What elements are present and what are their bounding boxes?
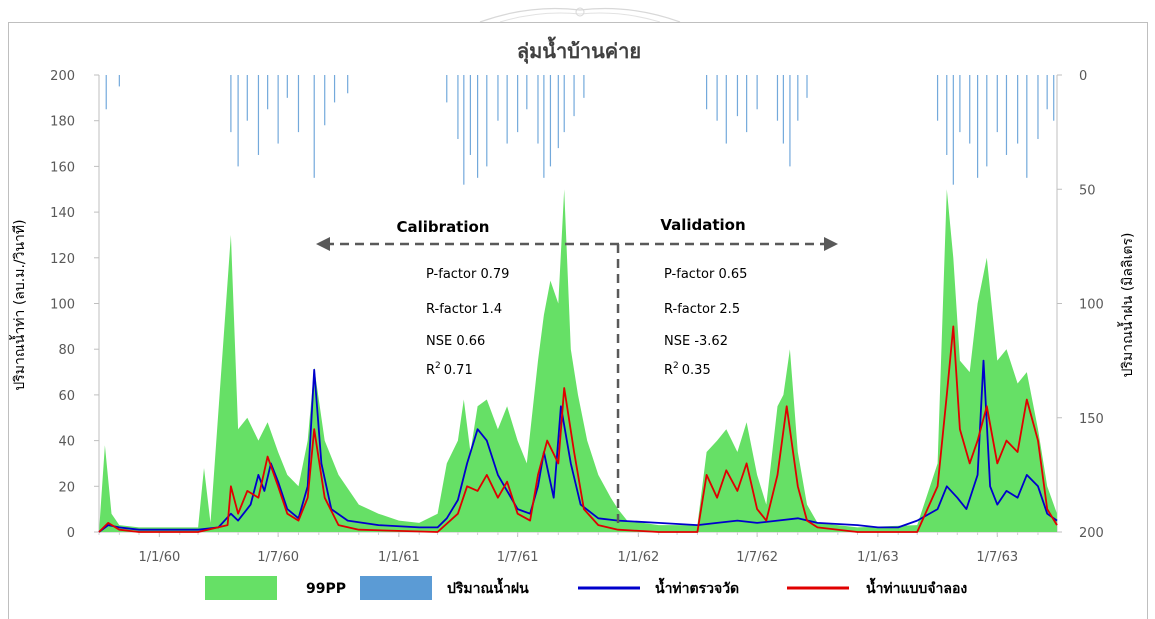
legend-swatch-rain bbox=[360, 576, 432, 600]
val-stat-r: R-factor 2.5 bbox=[664, 302, 740, 317]
calibration-label: Calibration bbox=[397, 218, 490, 236]
y-tick-left-label: 20 bbox=[58, 480, 75, 495]
y-tick-right-label: 50 bbox=[1079, 183, 1096, 198]
val-stat-nse: NSE -3.62 bbox=[664, 334, 728, 349]
legend-label: 99PP bbox=[306, 581, 346, 597]
val-r2-value: 0.35 bbox=[682, 363, 711, 378]
cal-r2-prefix: R bbox=[426, 363, 435, 378]
y-tick-left-label: 120 bbox=[50, 252, 75, 267]
period-annotations: Calibration Validation P-factor 0.79 R-f… bbox=[316, 216, 838, 528]
cal-stat-p: P-factor 0.79 bbox=[426, 267, 509, 282]
y-ticks-right: 0 50 100 150 200 bbox=[1057, 69, 1104, 541]
cal-r2-sup: 2 bbox=[435, 361, 441, 371]
y-tick-right-label: 200 bbox=[1079, 526, 1104, 541]
x-tick-label: 1/1/60 bbox=[138, 550, 180, 565]
y-tick-right-label: 0 bbox=[1079, 69, 1087, 84]
y-tick-left-label: 160 bbox=[50, 160, 75, 175]
simulated-flow-line bbox=[98, 325, 1058, 533]
val-r2-sup: 2 bbox=[673, 361, 679, 371]
chart-title: ลุ่มน้ำบ้านค่าย bbox=[517, 36, 641, 64]
rainfall-bars bbox=[105, 75, 1055, 185]
legend: 99PP ปริมาณน้ำฝน น้ำท่าตรวจวัด น้ำท่าแบบจำล… bbox=[205, 576, 967, 600]
x-tick-label: 1/7/62 bbox=[736, 550, 778, 565]
cal-stat-r2: R2 0.71 bbox=[426, 361, 473, 378]
y-ticks-left: 0 20 40 60 80 100 120 140 160 180 200 bbox=[50, 69, 99, 541]
x-tick-label: 1/7/60 bbox=[257, 550, 299, 565]
y-tick-left-label: 140 bbox=[50, 206, 75, 221]
legend-swatch-99pp bbox=[205, 576, 277, 600]
val-stat-p: P-factor 0.65 bbox=[664, 267, 747, 282]
cal-r2-value: 0.71 bbox=[444, 363, 473, 378]
val-r2-prefix: R bbox=[664, 363, 673, 378]
y-tick-left-label: 0 bbox=[67, 526, 75, 541]
cal-stat-r: R-factor 1.4 bbox=[426, 302, 502, 317]
observed-flow-line bbox=[98, 359, 1058, 533]
y-tick-left-label: 200 bbox=[50, 69, 75, 84]
y-tick-left-label: 60 bbox=[58, 389, 75, 404]
arrow-right-head bbox=[824, 237, 838, 251]
legend-label: ปริมาณน้ำฝน bbox=[447, 577, 529, 597]
arrow-left-head bbox=[316, 237, 330, 251]
x-tick-label: 1/7/61 bbox=[497, 550, 539, 565]
validation-label: Validation bbox=[660, 216, 745, 234]
y-tick-right-label: 100 bbox=[1079, 298, 1104, 313]
y-axis-right-label: ปริมาณน้ำฝน (มิลลิเตร) bbox=[1117, 233, 1136, 378]
y-axis-left-label: ปริมาณน้ำท่า (ลบ.ม./วินาที) bbox=[9, 219, 28, 390]
y-tick-left-label: 40 bbox=[58, 435, 75, 450]
y-tick-left-label: 100 bbox=[50, 298, 75, 313]
y-tick-left-label: 180 bbox=[50, 115, 75, 130]
cal-stat-nse: NSE 0.66 bbox=[426, 334, 485, 349]
x-ticks: 1/1/60 1/7/60 1/1/61 1/7/61 1/1/62 1/7/62 1/1/… bbox=[98, 532, 1039, 565]
legend-label: น้ำท่าตรวจวัด bbox=[655, 577, 739, 597]
chart-frame bbox=[8, 22, 1148, 619]
flow-lines bbox=[98, 325, 1058, 533]
val-stat-r2: R2 0.35 bbox=[664, 361, 711, 378]
x-tick-label: 1/7/63 bbox=[976, 550, 1018, 565]
legend-label: น้ำท่าแบบจำลอง bbox=[866, 577, 967, 597]
ppu-band-area bbox=[99, 189, 1057, 533]
x-tick-label: 1/1/61 bbox=[378, 550, 420, 565]
ppu-band bbox=[99, 189, 1057, 533]
y-tick-right-label: 150 bbox=[1079, 412, 1104, 427]
watermark-emblem bbox=[470, 0, 690, 22]
x-tick-label: 1/1/63 bbox=[857, 550, 899, 565]
x-tick-label: 1/1/62 bbox=[617, 550, 659, 565]
y-tick-left-label: 80 bbox=[58, 343, 75, 358]
